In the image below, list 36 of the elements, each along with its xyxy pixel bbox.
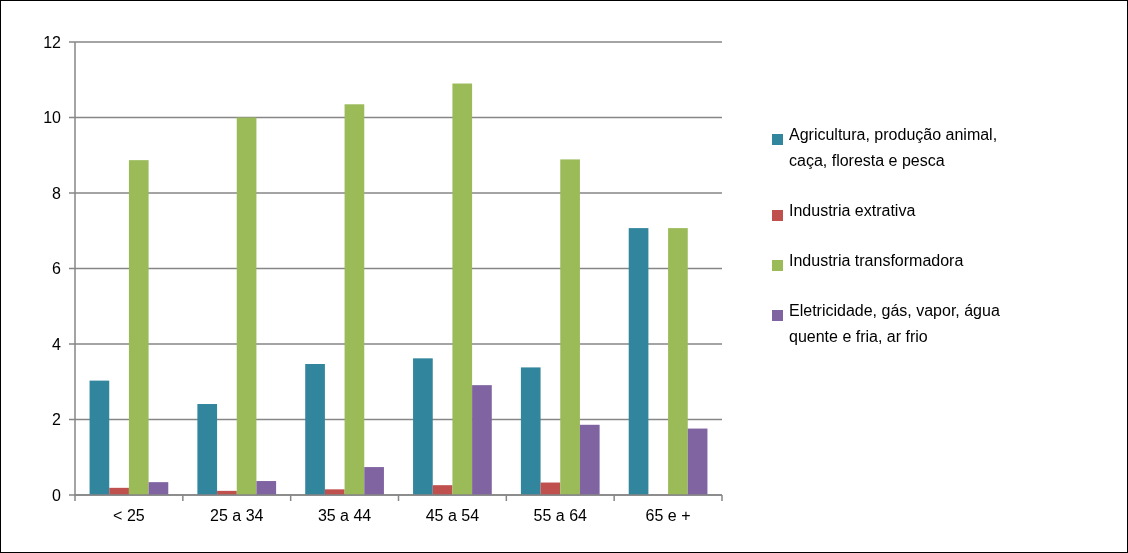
bar — [128, 160, 149, 495]
bar — [305, 364, 325, 495]
bar — [236, 117, 257, 495]
y-tick-label: 2 — [52, 411, 62, 429]
bar — [256, 481, 277, 495]
bar — [668, 228, 688, 495]
bar — [472, 385, 492, 495]
y-tick-label: 10 — [43, 109, 62, 127]
bar — [560, 159, 580, 495]
legend-label: Industria transformadora — [789, 252, 964, 269]
bar — [579, 424, 600, 495]
y-tick-label: 4 — [52, 335, 62, 353]
x-tick-label: 55 a 64 — [533, 507, 588, 524]
bar — [520, 367, 541, 495]
legend-label: Eletricidade, gás, vapor, água quente e fria, ar frio — [789, 302, 1000, 345]
bar — [413, 358, 433, 495]
bar — [148, 482, 169, 495]
bar — [364, 467, 384, 495]
x-tick-label: 25 a 34 — [210, 507, 264, 524]
x-tick-label: < 25 — [113, 507, 145, 524]
y-tick-label: 0 — [52, 486, 62, 504]
y-tick-label: 6 — [52, 260, 62, 278]
bar — [89, 380, 110, 495]
x-tick-label: 35 a 44 — [317, 507, 372, 524]
x-tick-label: 45 a 54 — [425, 507, 480, 524]
legend-label: Agricultura, produção animal, caça, floresta e pesca — [789, 126, 998, 169]
bar — [687, 428, 708, 495]
bar — [324, 489, 345, 495]
bar — [452, 83, 473, 495]
bar — [628, 228, 649, 495]
x-tick-label: 65 e + — [645, 507, 691, 524]
bar — [197, 404, 218, 495]
bar — [344, 104, 365, 495]
y-tick-label: 12 — [43, 33, 62, 51]
legend-label: Industria extrativa — [789, 202, 916, 219]
y-tick-label: 8 — [52, 184, 62, 202]
